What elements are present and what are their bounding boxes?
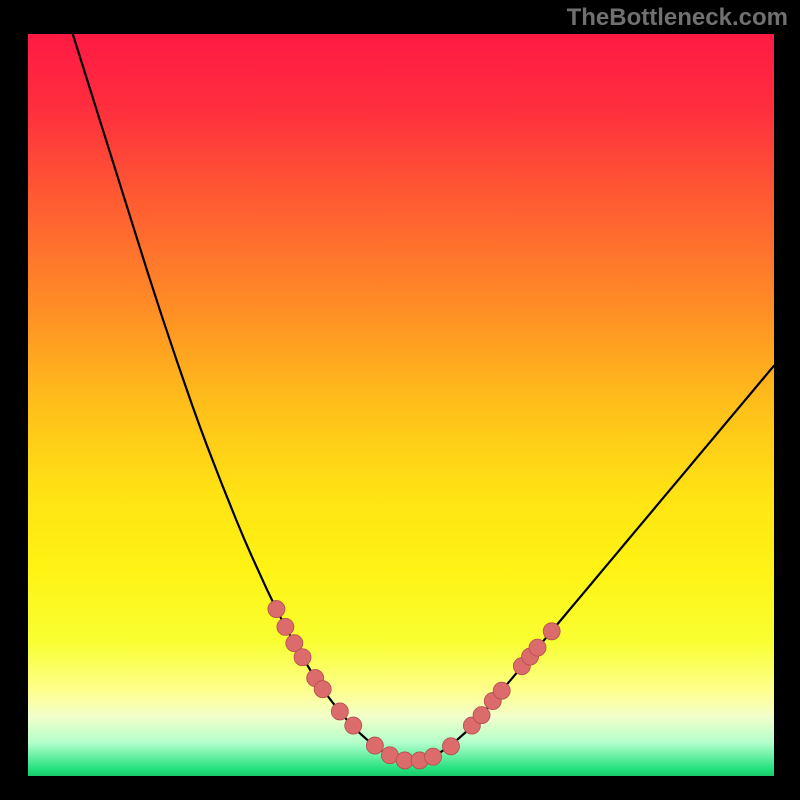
data-marker <box>543 623 560 640</box>
data-marker <box>493 682 510 699</box>
data-marker <box>425 748 442 765</box>
data-marker <box>396 752 413 769</box>
data-marker <box>345 717 362 734</box>
data-marker <box>442 738 459 755</box>
watermark-text: TheBottleneck.com <box>567 4 788 32</box>
data-marker <box>473 707 490 724</box>
data-marker <box>268 601 285 618</box>
data-marker <box>277 618 294 635</box>
data-marker <box>331 703 348 720</box>
data-marker <box>529 639 546 656</box>
data-marker <box>314 681 331 698</box>
gradient-background <box>28 34 774 776</box>
data-marker <box>294 649 311 666</box>
data-marker <box>381 747 398 764</box>
data-marker <box>366 737 383 754</box>
bottleneck-curve-chart <box>28 34 774 776</box>
